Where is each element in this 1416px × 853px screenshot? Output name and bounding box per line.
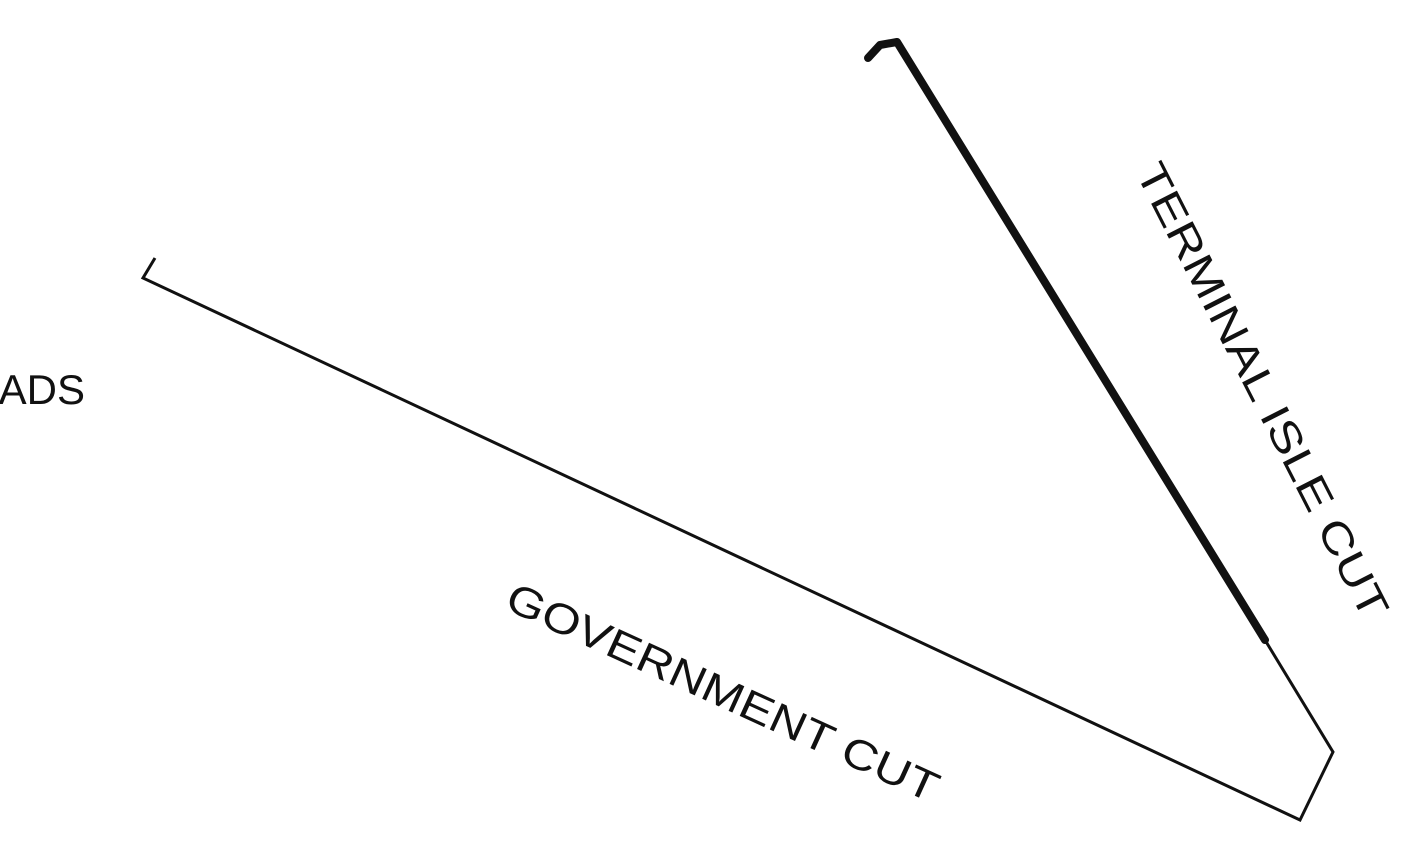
terminal-isle-cut-line <box>864 38 1269 644</box>
left-label: ADS <box>0 366 85 413</box>
government-cut-line <box>140 257 1335 822</box>
